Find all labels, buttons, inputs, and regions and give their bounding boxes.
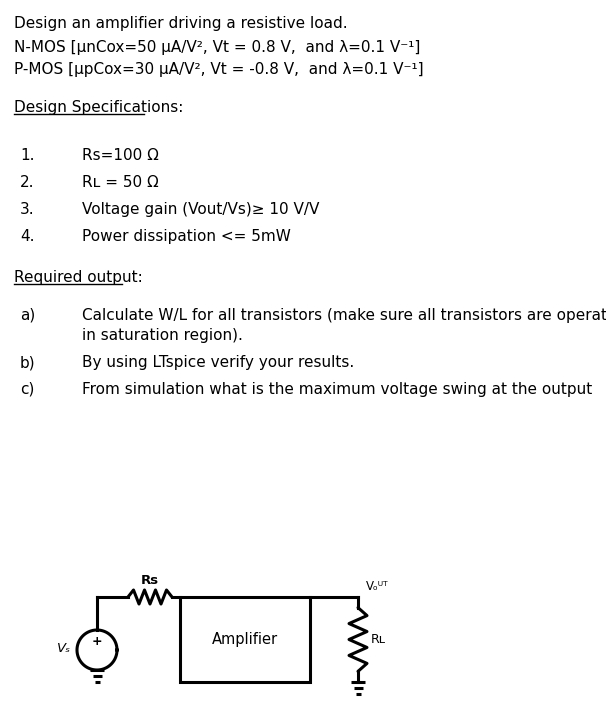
Text: c): c) [20, 382, 35, 397]
Text: +: + [92, 635, 102, 648]
Text: Design an amplifier driving a resistive load.: Design an amplifier driving a resistive … [14, 16, 348, 31]
Bar [180, 597, 310, 682]
Text: N-MOS [μnCox=50 μA/V², Vt = 0.8 V,  and λ=0.1 V⁻¹]: N-MOS [μnCox=50 μA/V², Vt = 0.8 V, and λ… [14, 40, 421, 55]
Text: From simulation what is the maximum voltage swing at the output: From simulation what is the maximum volt… [82, 382, 592, 397]
Text: 1.: 1. [20, 148, 35, 163]
Text: 2.: 2. [20, 175, 35, 190]
Text: b): b) [20, 355, 36, 370]
Text: Voltage gain (Vout/Vs)≥ 10 V/V: Voltage gain (Vout/Vs)≥ 10 V/V [82, 202, 319, 217]
Text: Amplifier: Amplifier [212, 632, 278, 647]
Text: Rʟ = 50 Ω: Rʟ = 50 Ω [82, 175, 159, 190]
Text: in saturation region).: in saturation region). [82, 328, 243, 343]
Text: Vₒᵁᵀ: Vₒᵁᵀ [366, 580, 388, 593]
Text: a): a) [20, 308, 35, 323]
Text: 4.: 4. [20, 229, 35, 244]
Text: Power dissipation <= 5mW: Power dissipation <= 5mW [82, 229, 291, 244]
Text: By using LTspice verify your results.: By using LTspice verify your results. [82, 355, 355, 370]
Text: 3.: 3. [20, 202, 35, 217]
Text: Design Specifications:: Design Specifications: [14, 100, 184, 115]
Text: Rʟ: Rʟ [371, 633, 386, 646]
Text: Rs: Rs [141, 574, 159, 587]
Text: Required output:: Required output: [14, 270, 143, 285]
Text: Rs=100 Ω: Rs=100 Ω [82, 148, 159, 163]
Text: Calculate W/L for all transistors (make sure all transistors are operating: Calculate W/L for all transistors (make … [82, 308, 606, 323]
Text: Vₛ: Vₛ [57, 642, 71, 654]
Text: P-MOS [μpCox=30 μA/V², Vt = -0.8 V,  and λ=0.1 V⁻¹]: P-MOS [μpCox=30 μA/V², Vt = -0.8 V, and … [14, 62, 424, 77]
